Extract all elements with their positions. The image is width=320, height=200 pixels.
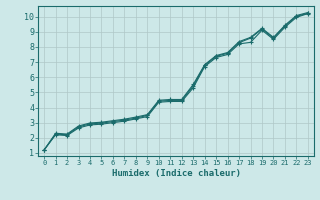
X-axis label: Humidex (Indice chaleur): Humidex (Indice chaleur): [111, 169, 241, 178]
